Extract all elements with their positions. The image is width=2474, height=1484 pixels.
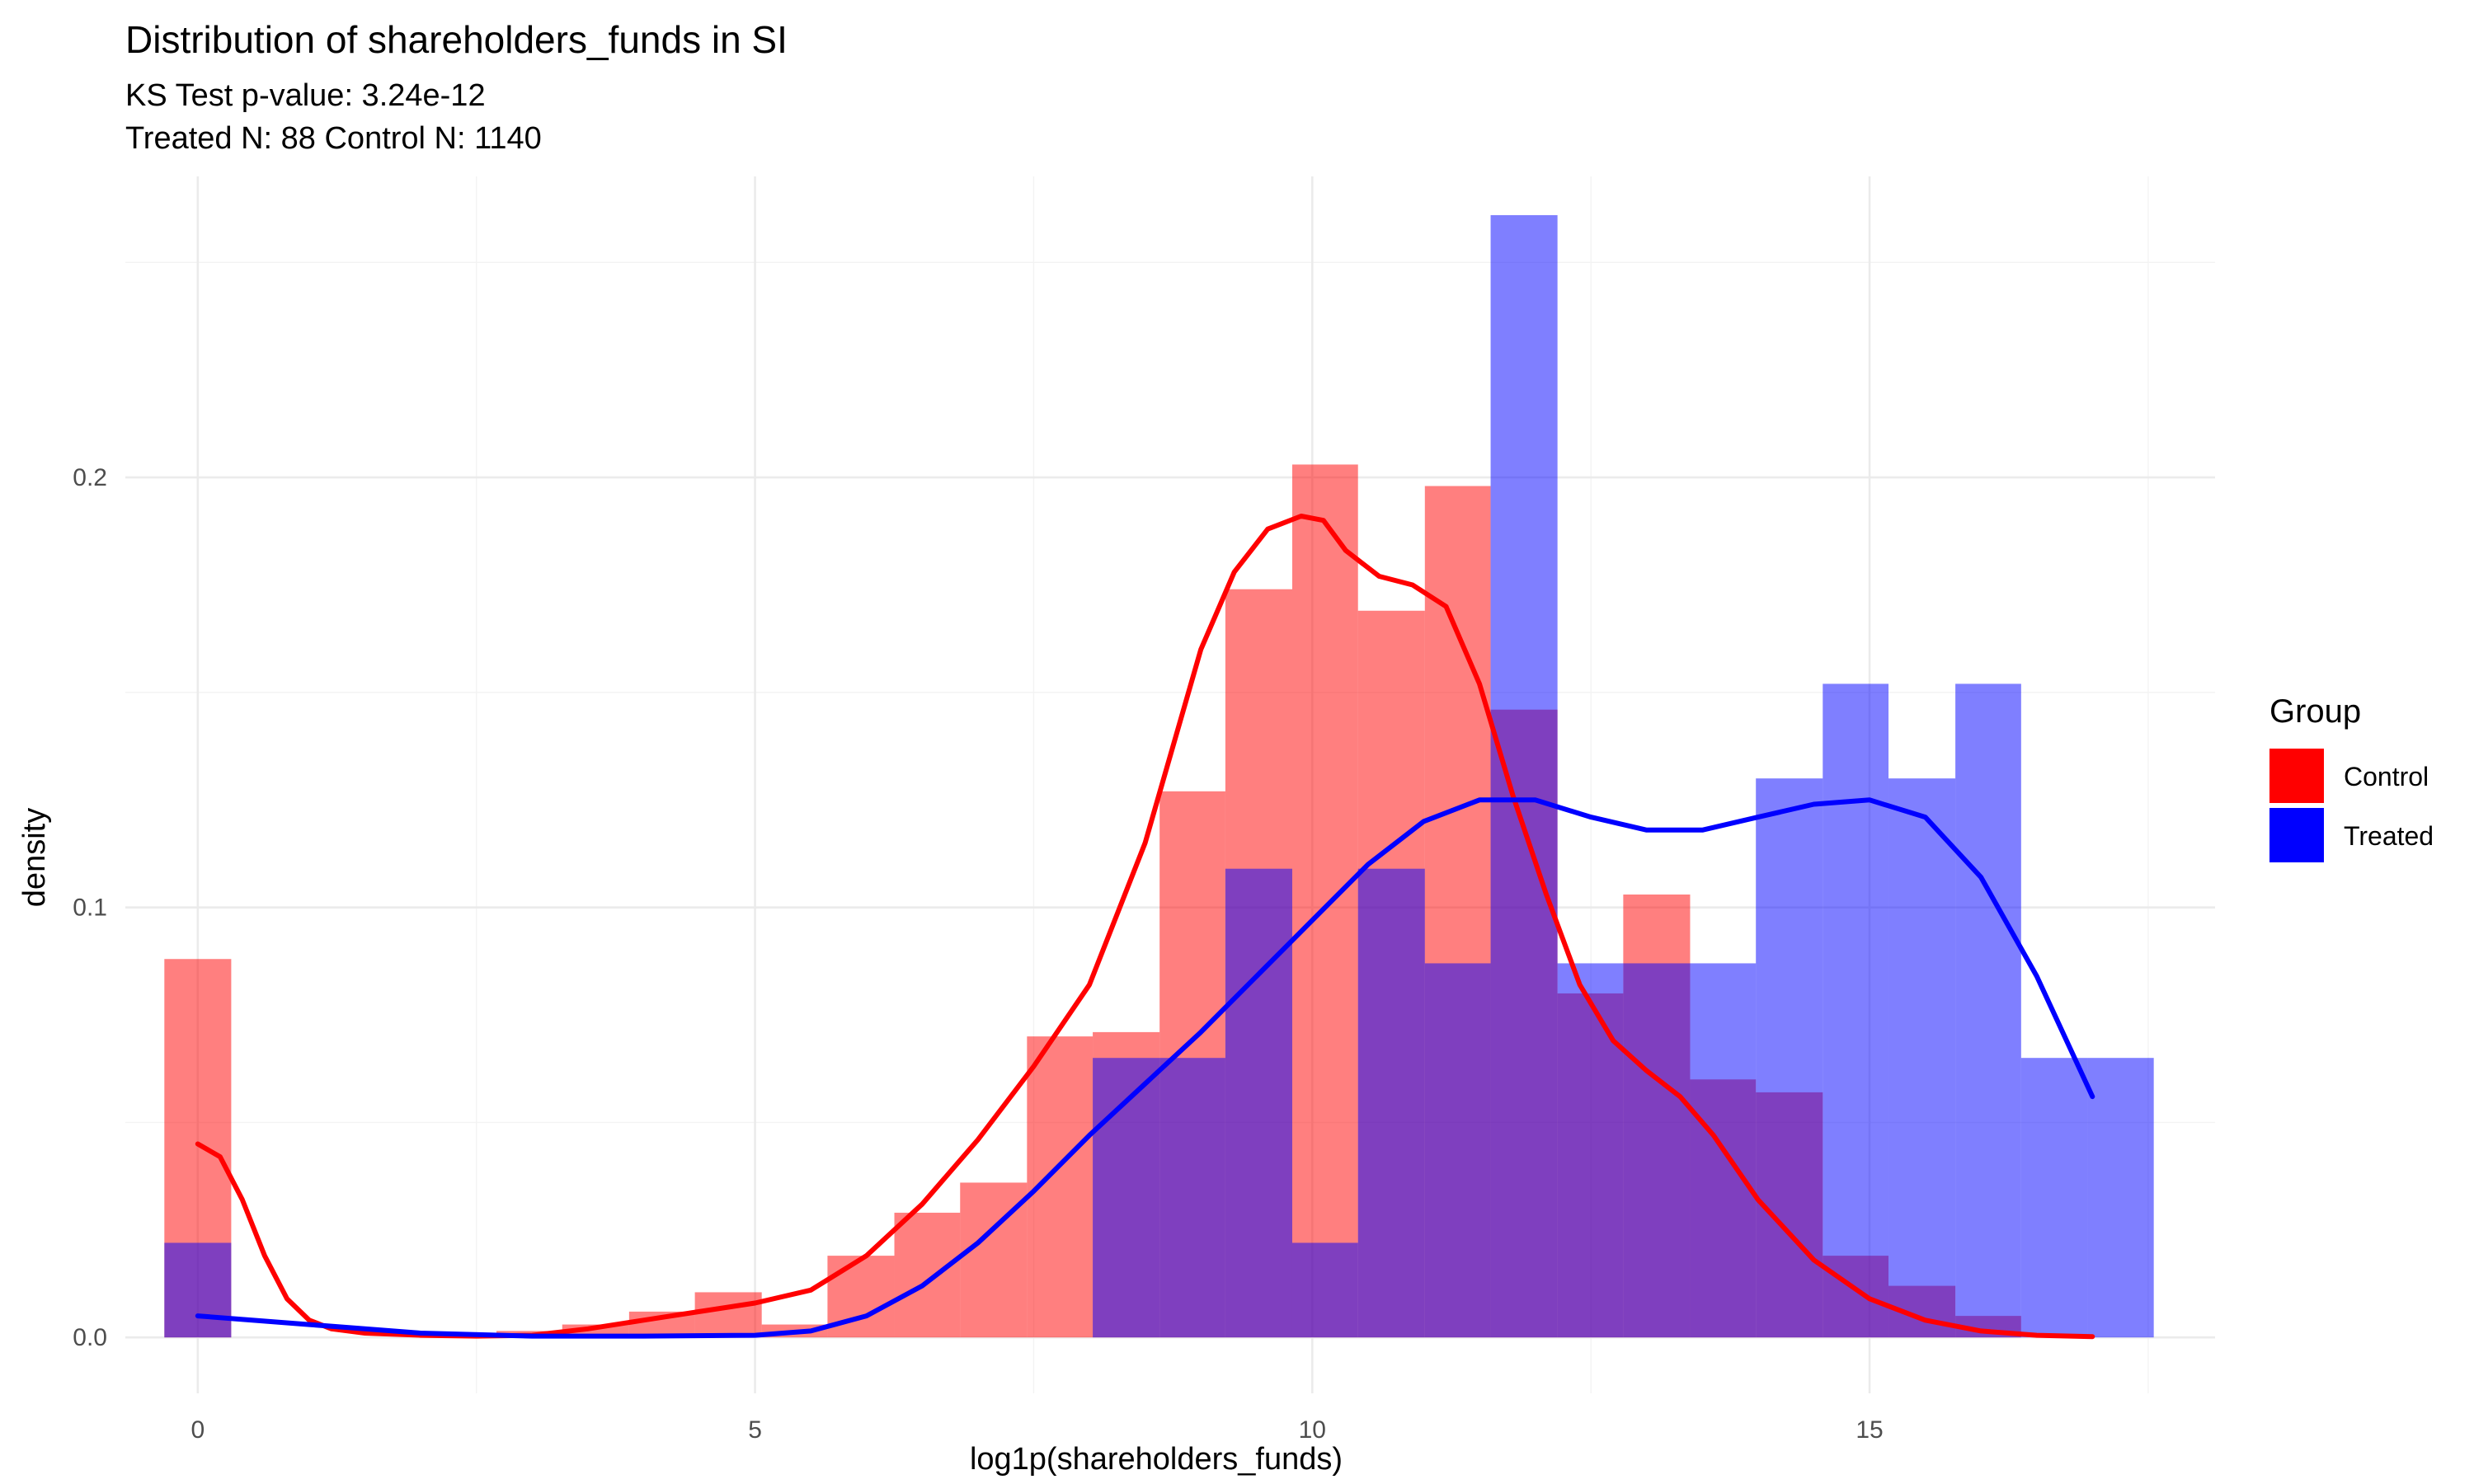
bar-treated (1490, 214, 1558, 1338)
y-tick-label: 0.1 (73, 895, 107, 922)
legend: Group Control Treated (2269, 693, 2434, 862)
bar-treated (2020, 1058, 2088, 1338)
bar-treated (1888, 778, 1956, 1338)
chart-subtitle-ks: KS Test p-value: 3.24e-12 (125, 78, 486, 113)
legend-key-control (2269, 749, 2324, 803)
y-tick-label: 0.2 (73, 464, 107, 491)
density-line-treated (195, 797, 2095, 1339)
legend-label-treated: Treated (2344, 821, 2434, 851)
chart-title: Distribution of shareholders_funds in SI (125, 18, 788, 61)
y-axis-title: density (17, 808, 52, 907)
histogram-bars (164, 214, 2154, 1338)
bar-control (694, 1292, 762, 1338)
bar-control (1291, 464, 1358, 1338)
bar-treated (1357, 868, 1425, 1338)
bar-treated (164, 1242, 232, 1338)
density-curves (195, 514, 2095, 1340)
bar-treated (1823, 683, 1889, 1338)
bar-treated (1159, 1058, 1225, 1338)
bar-treated (1756, 778, 1823, 1338)
legend-title: Group (2269, 693, 2361, 730)
y-tick-label: 0.0 (73, 1324, 107, 1351)
bar-treated (1291, 1242, 1358, 1338)
bar-treated (1623, 963, 1691, 1338)
x-axis-title: log1p(shareholders_funds) (970, 1442, 1343, 1477)
bar-treated (1557, 963, 1624, 1338)
bar-treated (2087, 1058, 2154, 1338)
y-axis-ticks: 0.0 0.1 0.2 (73, 464, 107, 1351)
bar-treated (1424, 963, 1491, 1338)
x-tick-label: 10 (1299, 1416, 1326, 1444)
density-line-control (195, 514, 2095, 1340)
x-tick-label: 15 (1856, 1416, 1883, 1444)
legend-key-treated (2269, 808, 2324, 862)
chart-subtitle-n: Treated N: 88 Control N: 1140 (125, 121, 542, 156)
x-tick-label: 5 (748, 1416, 762, 1444)
x-tick-label: 0 (191, 1416, 205, 1444)
bar-treated (1225, 868, 1292, 1338)
bar-treated (1955, 683, 2021, 1338)
bar-control (894, 1212, 961, 1338)
legend-label-control: Control (2344, 762, 2429, 791)
x-axis-ticks: 0 5 10 15 (191, 1416, 1884, 1444)
